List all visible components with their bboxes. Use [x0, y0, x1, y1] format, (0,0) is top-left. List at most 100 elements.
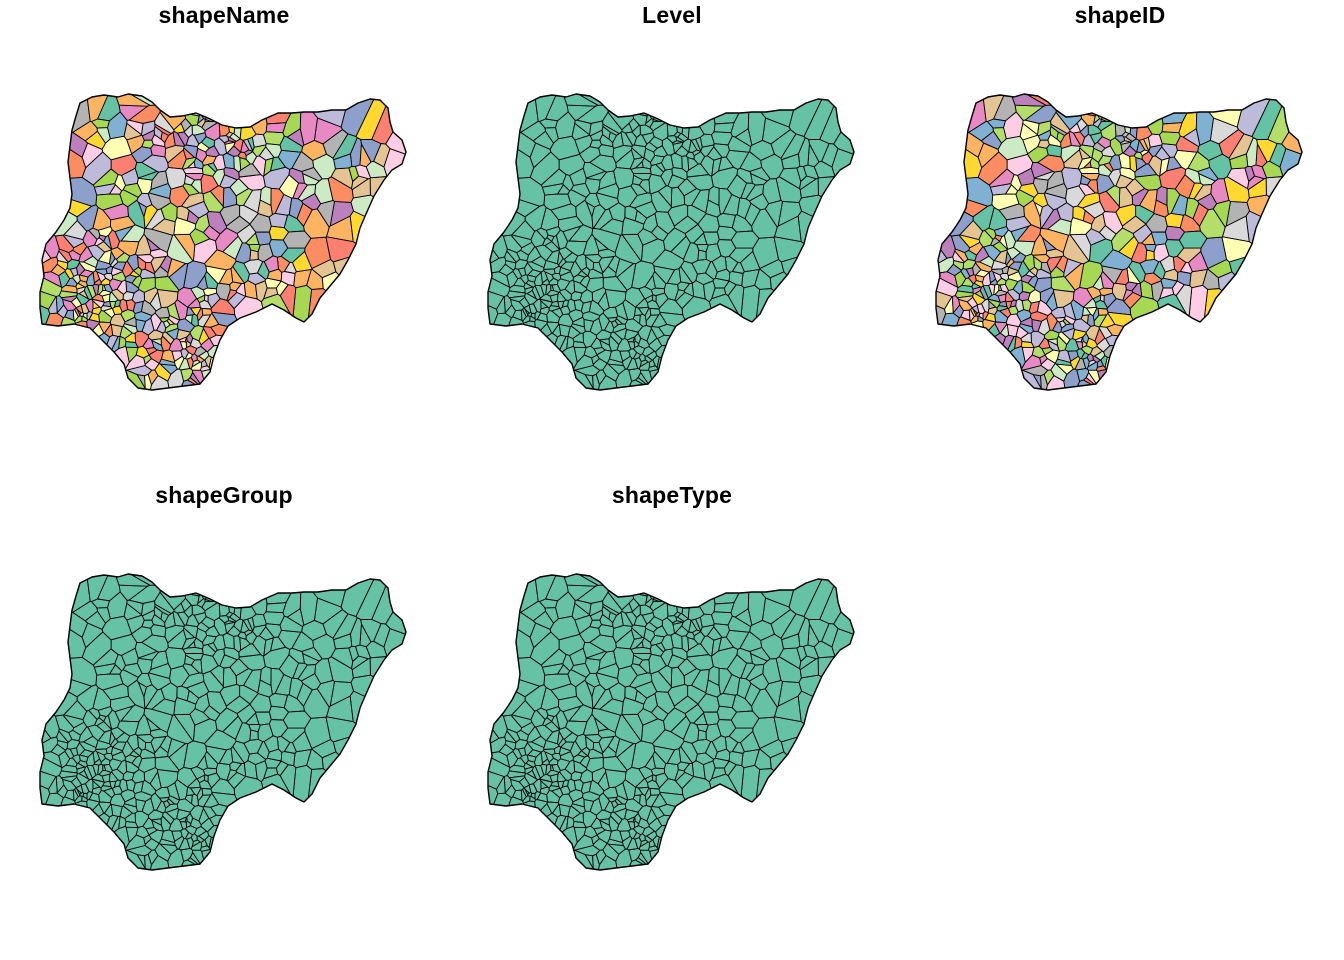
- admin-unit: [1039, 227, 1070, 253]
- admin-unit: [716, 705, 737, 721]
- admin-unit: [631, 144, 647, 158]
- admin-unit: [1155, 186, 1168, 206]
- admin-unit: [628, 672, 653, 689]
- admin-unit: [582, 330, 598, 348]
- admin-unit: [674, 625, 689, 637]
- admin-unit: [661, 634, 674, 651]
- map-panel-level: Level: [448, 0, 896, 480]
- admin-unit: [548, 305, 561, 312]
- admin-unit: [176, 318, 196, 333]
- admin-unit: [78, 770, 89, 780]
- admin-unit: [229, 658, 249, 677]
- admin-unit: [574, 599, 592, 616]
- admin-unit: [652, 270, 667, 290]
- admin-unit: [705, 723, 722, 743]
- admin-unit: [301, 193, 322, 211]
- admin-unit: [279, 615, 304, 633]
- admin-unit: [559, 288, 572, 301]
- admin-unit: [630, 646, 652, 654]
- admin-unit: [962, 258, 976, 270]
- admin-unit: [988, 168, 1015, 188]
- admin-unit: [1115, 203, 1137, 227]
- admin-unit: [1033, 256, 1043, 271]
- admin-unit: [1046, 170, 1065, 190]
- admin-unit: [1164, 225, 1185, 241]
- admin-unit: [229, 178, 249, 197]
- admin-unit: [647, 779, 660, 790]
- admin-unit: [204, 355, 212, 368]
- admin-unit: [124, 796, 137, 808]
- admin-unit: [675, 291, 695, 310]
- admin-unit: [259, 666, 272, 686]
- admin-unit: [226, 145, 241, 157]
- admin-unit: [693, 232, 708, 246]
- admin-unit: [976, 303, 986, 314]
- admin-unit: [1229, 153, 1249, 170]
- admin-unit: [90, 598, 110, 609]
- admin-unit: [624, 318, 644, 333]
- admin-unit: [681, 635, 690, 653]
- admin-unit: [716, 692, 736, 709]
- admin-unit: [157, 769, 179, 789]
- admin-unit: [150, 650, 169, 670]
- admin-unit: [1022, 119, 1040, 136]
- admin-unit: [508, 775, 526, 783]
- admin-unit: [558, 695, 584, 713]
- admin-unit: [971, 282, 982, 290]
- admin-unit: [1161, 122, 1183, 134]
- admin-unit: [265, 602, 287, 614]
- admin-unit: [540, 168, 567, 188]
- admin-unit: [137, 256, 147, 271]
- admin-unit: [596, 349, 612, 364]
- map-panel-shapegroup: shapeGroup: [0, 480, 448, 960]
- admin-unit: [508, 295, 526, 303]
- admin-unit: [979, 255, 995, 268]
- admin-unit: [259, 186, 272, 206]
- admin-unit: [1136, 139, 1146, 153]
- admin-unit: [265, 122, 287, 134]
- admin-unit: [617, 185, 638, 208]
- admin-unit: [635, 161, 644, 169]
- admin-unit: [100, 785, 113, 792]
- admin-unit: [58, 750, 71, 769]
- admin-unit: [197, 794, 212, 808]
- admin-unit: [101, 773, 111, 783]
- admin-unit: [169, 665, 190, 688]
- admin-unit: [60, 295, 78, 303]
- admin-unit: [661, 154, 674, 171]
- admin-unit: [187, 161, 196, 169]
- admin-unit: [183, 624, 199, 638]
- admin-unit: [652, 602, 669, 621]
- admin-unit: [632, 314, 641, 325]
- admin-unit: [219, 203, 241, 227]
- admin-unit: [1044, 349, 1060, 364]
- admin-unit: [1021, 346, 1035, 363]
- admin-unit: [615, 368, 633, 389]
- admin-unit: [245, 712, 260, 726]
- admin-unit: [134, 641, 158, 659]
- admin-unit: [92, 168, 119, 188]
- admin-unit: [148, 829, 164, 844]
- admin-unit: [632, 654, 644, 666]
- admin-unit: [1013, 240, 1036, 257]
- admin-unit: [224, 620, 236, 625]
- admin-unit: [616, 743, 637, 771]
- admin-unit: [584, 192, 601, 208]
- admin-unit: [190, 337, 202, 349]
- admin-unit: [66, 258, 80, 270]
- admin-unit: [523, 762, 534, 770]
- admin-unit: [821, 623, 839, 648]
- admin-unit: [204, 835, 212, 848]
- admin-unit: [749, 673, 770, 691]
- admin-unit: [117, 240, 140, 257]
- admin-unit: [196, 835, 205, 843]
- admin-unit: [240, 139, 250, 153]
- admin-unit: [134, 330, 150, 348]
- admin-unit: [526, 770, 537, 780]
- admin-unit: [1080, 113, 1096, 126]
- admin-unit: [75, 282, 86, 290]
- admin-unit: [528, 783, 538, 794]
- admin-unit: [754, 268, 772, 290]
- admin-unit: [506, 750, 519, 769]
- admin-units: [39, 93, 407, 391]
